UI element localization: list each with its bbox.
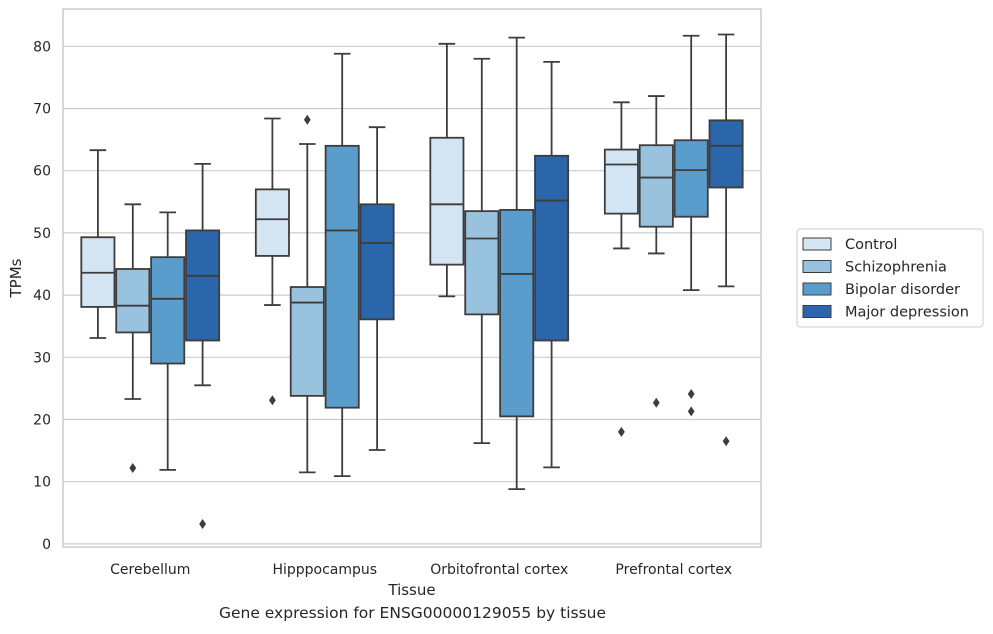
x-tick-label: Orbitofrontal cortex <box>430 562 568 578</box>
outlier-point <box>129 463 137 474</box>
box-group <box>289 114 325 474</box>
box-group <box>115 203 151 474</box>
x-tick-label: Hipppocampus <box>272 562 377 578</box>
y-tick-label: 70 <box>33 102 51 118</box>
box-group <box>80 149 116 339</box>
legend: Control Schizophrenia Bipolar disorder Majo… <box>796 228 984 328</box>
legend-entry-label: Schizophrenia <box>845 260 947 276</box>
box-iqr <box>150 256 186 365</box>
box-iqr <box>429 136 465 266</box>
box-group <box>254 117 290 406</box>
x-axis-ticks: Cerebellum Hipppocampus Orbitofrontal cort… <box>110 562 732 578</box>
box-group <box>185 162 221 529</box>
outlier-point <box>722 436 730 447</box>
legend-swatch <box>802 282 832 296</box>
y-tick-label: 60 <box>33 164 51 180</box>
box-iqr <box>185 229 221 342</box>
box-iqr <box>603 148 639 215</box>
box-group <box>708 33 744 447</box>
y-axis-label: TPMs <box>7 258 25 298</box>
outlier-point <box>269 395 276 406</box>
outlier-point <box>687 406 695 417</box>
legend-frame <box>796 228 984 328</box>
outlier-point <box>303 114 311 125</box>
y-tick-label: 30 <box>33 350 51 366</box>
x-axis-label: Tissue <box>387 581 435 599</box>
box-iqr <box>464 210 500 316</box>
y-tick-label: 40 <box>33 288 51 304</box>
box-iqr <box>708 119 744 189</box>
y-tick-label: 80 <box>33 39 51 55</box>
x-tick-label: Prefrontal cortex <box>615 562 732 578</box>
y-tick-label: 20 <box>33 412 51 428</box>
box-group <box>464 57 500 445</box>
plot-area-frame <box>62 8 762 548</box>
box-plot-chart: 0 10 20 30 40 50 60 70 80 Cerebellum Hipppocampus… <box>7 8 984 599</box>
legend-swatch <box>802 260 832 273</box>
x-tick-label: Cerebellum <box>110 562 190 578</box>
box-group <box>534 60 570 469</box>
box-iqr <box>673 139 709 218</box>
box-group <box>150 211 186 471</box>
outlier-point <box>618 426 625 437</box>
box-group <box>359 126 395 451</box>
box-iqr <box>254 188 290 257</box>
legend-swatch <box>802 237 832 251</box>
legend-swatch <box>802 305 832 318</box>
outlier-point <box>687 388 695 399</box>
box-iqr <box>289 286 325 397</box>
legend-entry-label: Control <box>845 237 897 253</box>
y-tick-label: 0 <box>42 537 51 553</box>
legend-entry-label: Bipolar disorder <box>845 282 960 298</box>
box-group <box>324 52 360 477</box>
box-iqr <box>115 268 151 334</box>
box-group <box>638 95 674 408</box>
y-tick-label: 50 <box>33 226 51 242</box>
outlier-point <box>652 397 660 408</box>
box-group <box>499 36 535 491</box>
box-iqr <box>359 203 395 321</box>
y-axis-ticks: 0 10 20 30 40 50 60 70 80 <box>33 39 51 553</box>
box-group <box>673 34 709 417</box>
box-iqr <box>534 154 570 342</box>
y-tick-label: 10 <box>33 475 51 491</box>
box-iqr <box>324 144 360 409</box>
outlier-point <box>199 518 206 529</box>
box-group <box>603 101 639 437</box>
box-iqr <box>499 208 535 418</box>
chart-caption: Gene expression for ENSG00000129055 by t… <box>218 604 607 622</box>
legend-entry-label: Major depression <box>845 305 969 321</box>
box-iqr <box>638 144 674 228</box>
box-group <box>429 42 465 298</box>
boxes-layer <box>80 33 744 529</box>
